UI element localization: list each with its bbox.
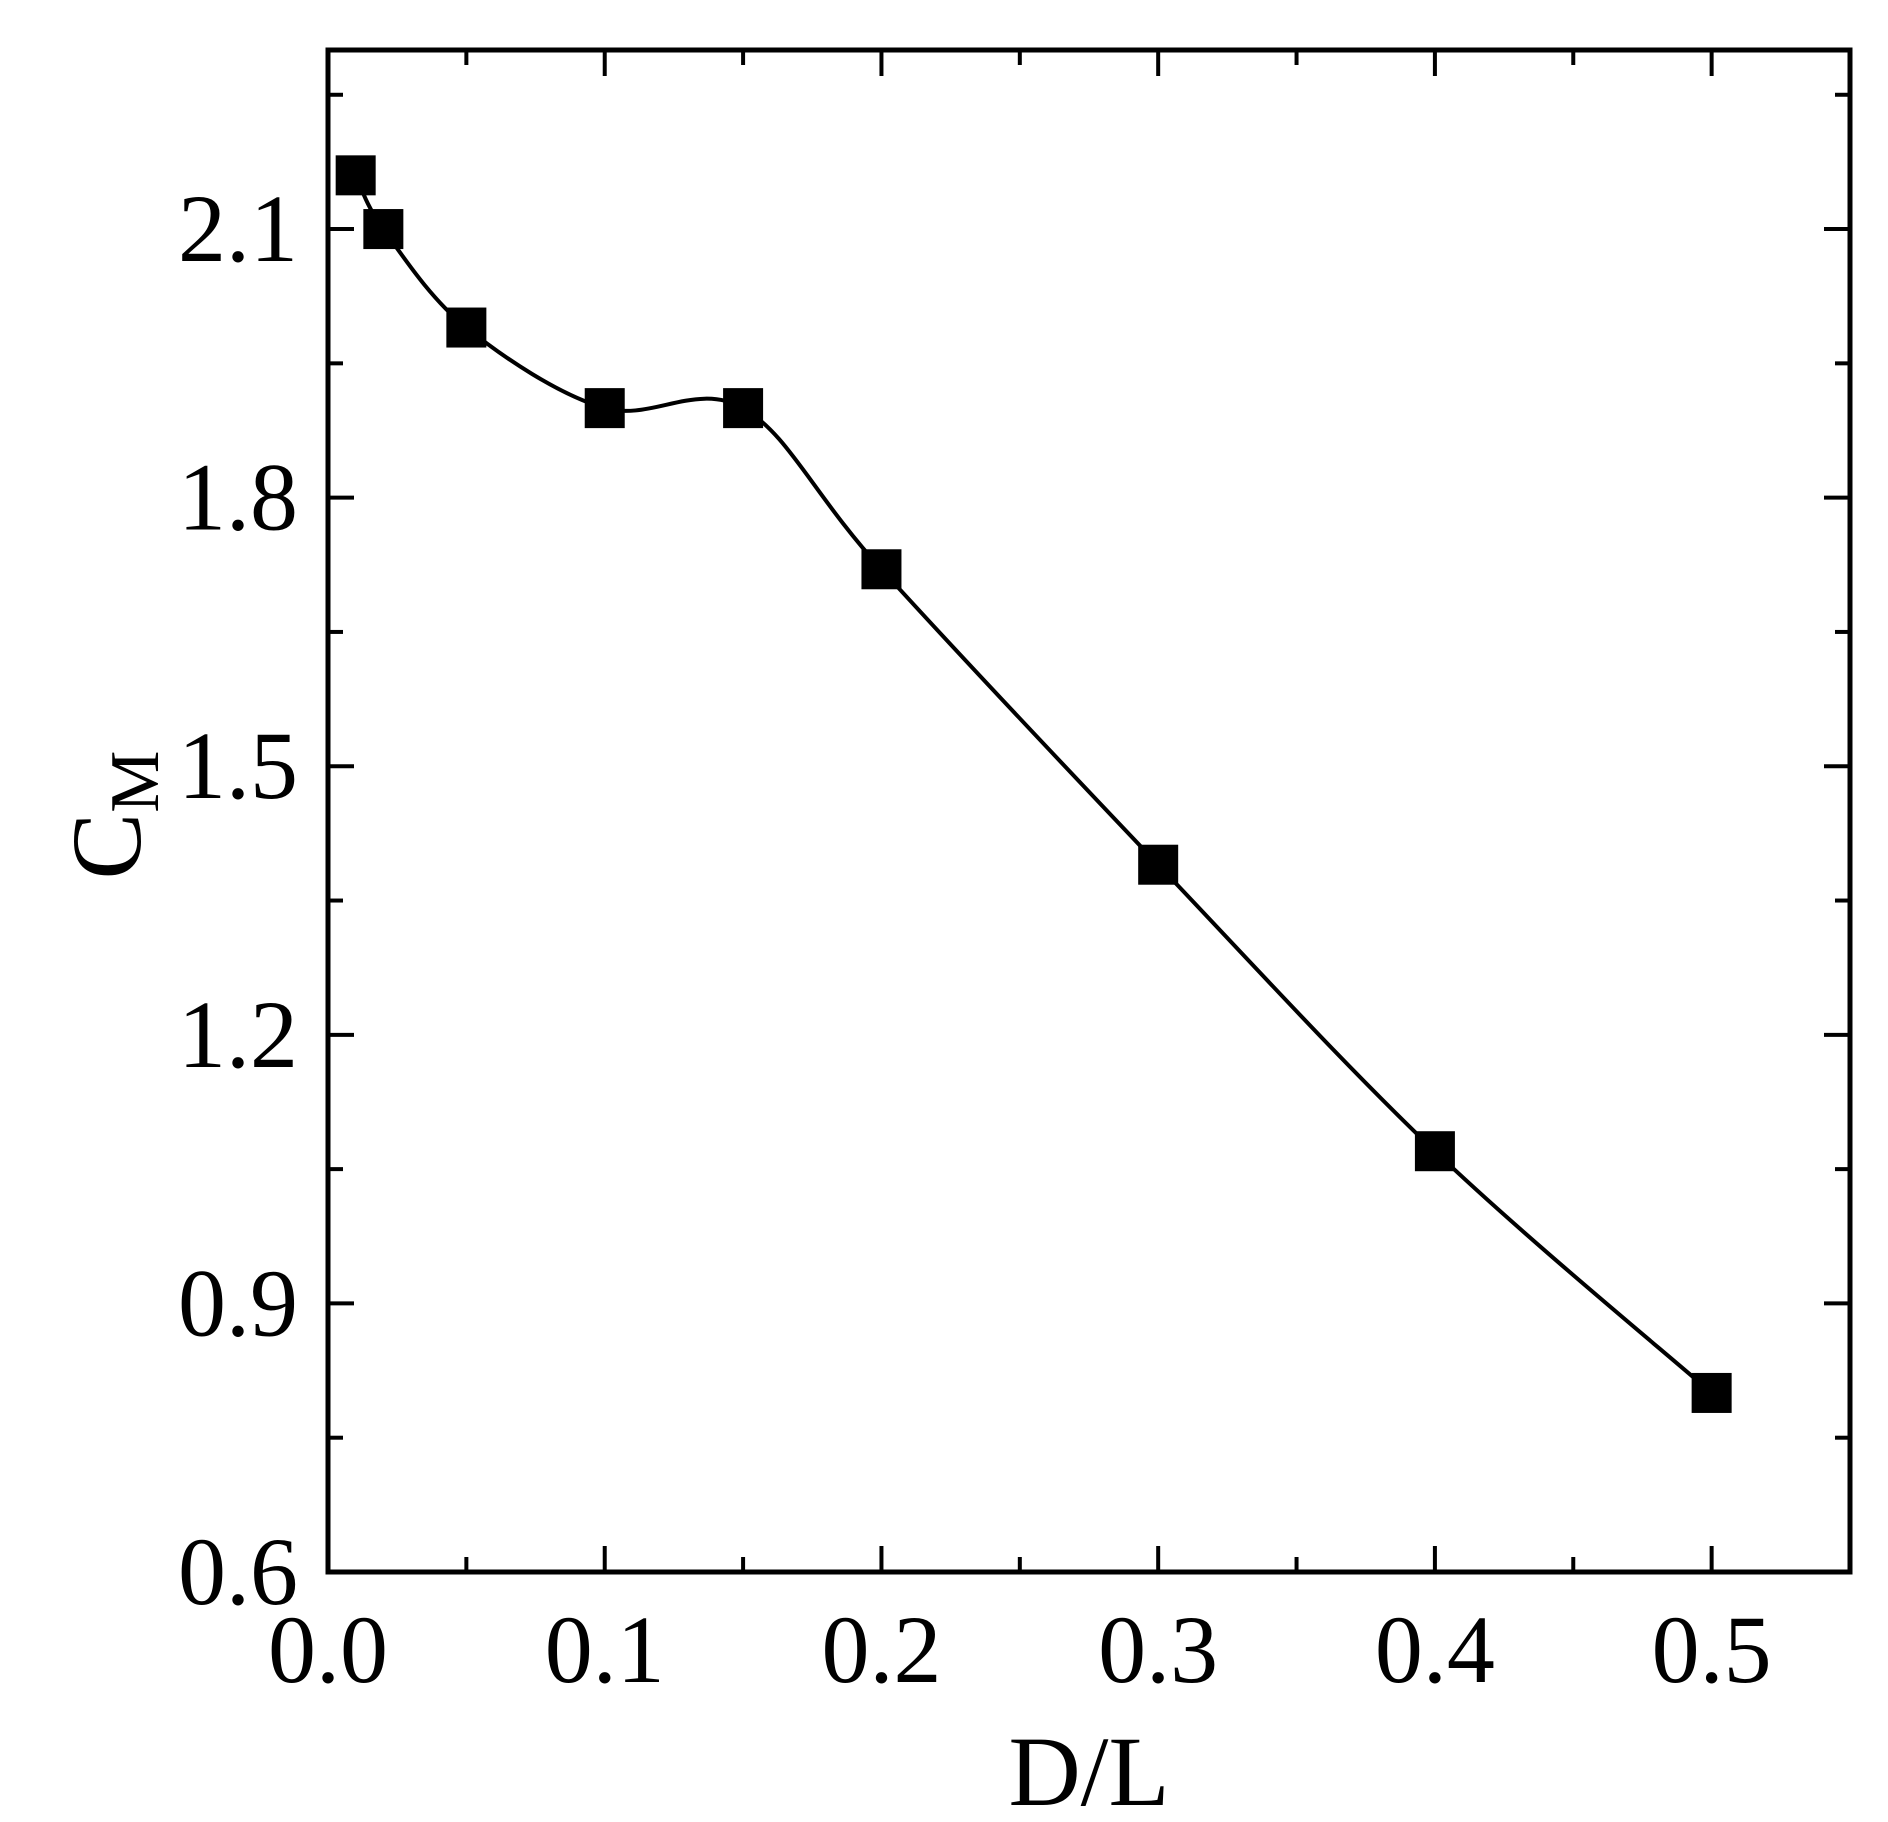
tick-label-layer: 0.0 0.1 0.2 0.3 0.4 0.5 0.6 0.9 1.2 1.5 1.8 2.1	[178, 175, 1772, 1703]
data-point-square	[1414, 1131, 1455, 1172]
x-tick-label: 0.1	[545, 1596, 665, 1703]
y-axis-label-subscript: M	[97, 751, 174, 813]
x-tick-label: 0.4	[1375, 1596, 1495, 1703]
y-tick-label: 0.6	[178, 1518, 298, 1625]
data-point-square	[861, 549, 902, 590]
data-point-square	[363, 209, 404, 250]
tick-layer	[326, 50, 1850, 1574]
x-tick-label: 0.3	[1098, 1596, 1218, 1703]
y-tick-label: 1.8	[178, 444, 298, 551]
plot-frame	[325, 47, 1853, 1575]
y-axis-label: CM	[51, 751, 174, 880]
data-point-square	[584, 388, 625, 429]
data-point-square	[723, 388, 764, 429]
x-tick-label: 0.0	[268, 1596, 388, 1703]
y-tick-label: 0.9	[178, 1249, 298, 1356]
data-point-square	[335, 155, 376, 196]
y-tick-label: 2.1	[178, 175, 298, 282]
y-axis-label-group: CM	[51, 751, 174, 880]
x-tick-label: 0.5	[1652, 1596, 1772, 1703]
x-axis-label: D/L	[1008, 1716, 1169, 1822]
data-point-square	[446, 307, 487, 348]
data-marker-layer	[335, 155, 1732, 1413]
data-point-square	[1138, 844, 1179, 885]
y-tick-label: 1.5	[178, 712, 298, 819]
x-tick-label: 0.2	[821, 1596, 941, 1703]
data-point-square	[1691, 1372, 1732, 1413]
fit-curve-layer	[353, 174, 1713, 1395]
y-tick-label: 1.2	[178, 981, 298, 1088]
fit-curve	[353, 174, 1713, 1395]
y-axis-label-main: C	[51, 813, 162, 880]
